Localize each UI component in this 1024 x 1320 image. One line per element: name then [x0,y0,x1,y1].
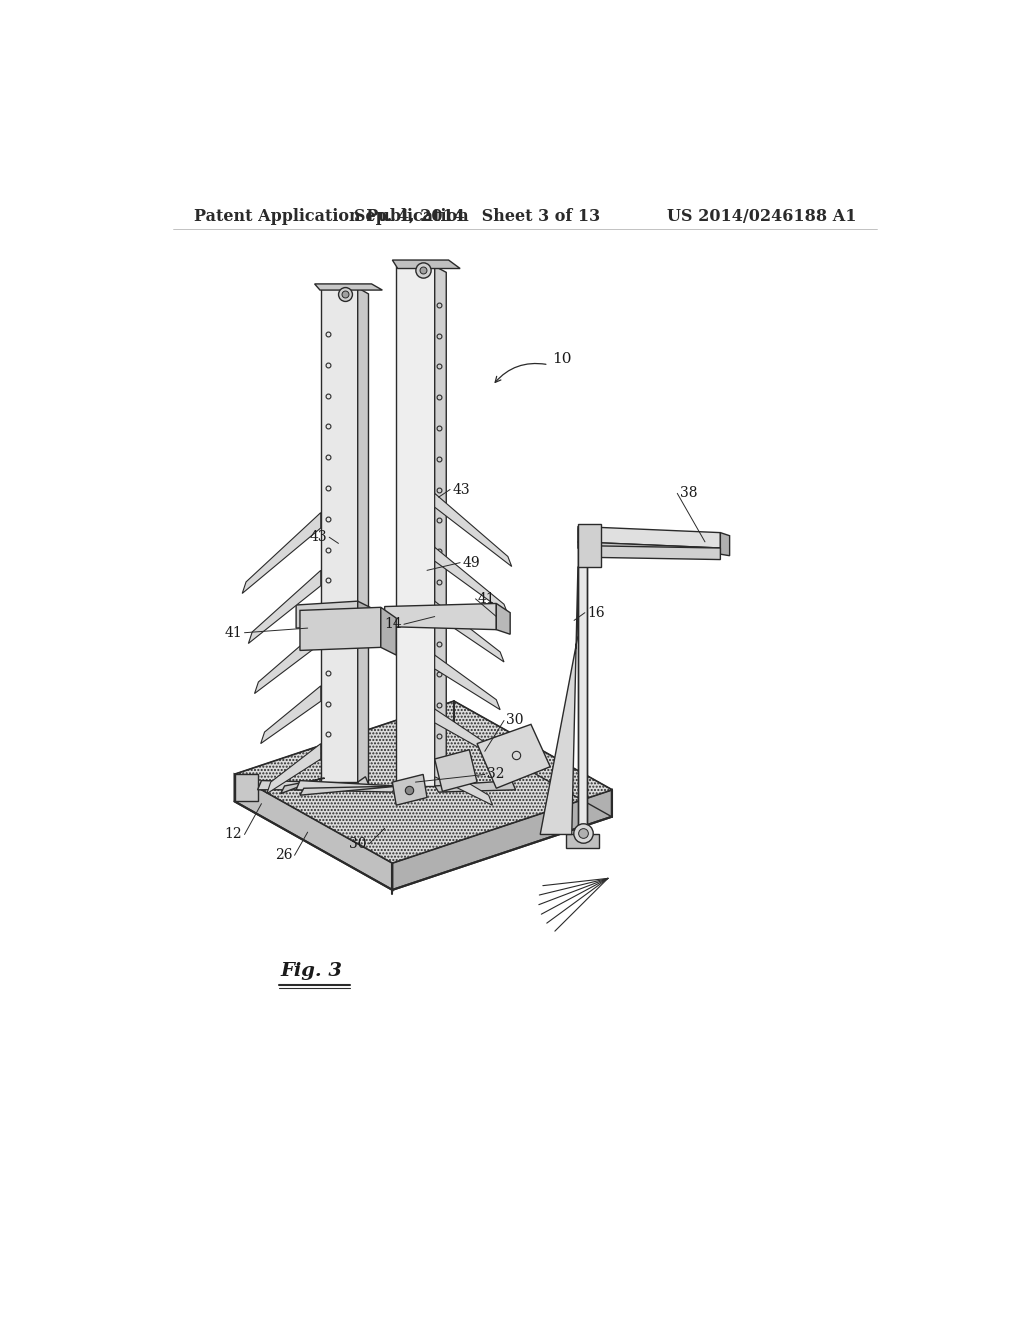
Polygon shape [435,655,500,710]
Polygon shape [300,785,403,795]
Polygon shape [578,543,720,554]
Polygon shape [435,601,504,663]
Text: 43: 43 [453,483,470,496]
Polygon shape [578,528,587,834]
Polygon shape [587,545,720,560]
Polygon shape [578,524,601,566]
Polygon shape [392,789,611,890]
Polygon shape [300,607,381,651]
Polygon shape [249,570,321,644]
Text: 12: 12 [224,828,243,841]
Polygon shape [296,601,357,628]
Polygon shape [234,775,392,890]
Text: Fig. 3: Fig. 3 [281,962,343,979]
Polygon shape [385,603,497,630]
Text: 43: 43 [309,531,327,544]
Polygon shape [435,494,512,566]
Polygon shape [281,779,325,793]
Polygon shape [435,780,515,792]
Polygon shape [258,711,578,847]
Text: 32: 32 [487,767,505,781]
Polygon shape [267,775,403,850]
Polygon shape [435,267,446,792]
Text: 30: 30 [349,837,367,850]
Text: 41: 41 [224,626,243,640]
Polygon shape [435,709,497,758]
Polygon shape [357,776,370,788]
Polygon shape [435,750,477,792]
Text: 41: 41 [478,591,496,606]
Text: 38: 38 [680,486,697,500]
Text: 30: 30 [506,714,524,727]
Polygon shape [258,780,321,789]
Text: 14: 14 [384,618,401,631]
Polygon shape [396,267,435,785]
Text: 49: 49 [463,556,480,570]
Text: 16: 16 [587,606,605,619]
Polygon shape [435,763,493,805]
Polygon shape [243,512,321,594]
Polygon shape [296,780,396,792]
Polygon shape [234,701,611,863]
Polygon shape [392,775,427,805]
Polygon shape [357,288,369,788]
Polygon shape [234,701,611,863]
Text: 10: 10 [553,351,572,366]
Text: Patent Application Publication: Patent Application Publication [194,207,468,224]
Text: 26: 26 [274,849,292,862]
Polygon shape [357,601,373,632]
Polygon shape [392,260,460,268]
Polygon shape [314,284,382,290]
Polygon shape [477,725,550,788]
Polygon shape [255,628,321,693]
Polygon shape [578,527,720,548]
Polygon shape [435,548,508,614]
Polygon shape [234,775,258,801]
Polygon shape [273,723,558,837]
Polygon shape [321,288,357,781]
Text: US 2014/0246188 A1: US 2014/0246188 A1 [668,207,857,224]
Polygon shape [720,533,730,556]
Polygon shape [381,607,396,655]
Polygon shape [267,743,321,793]
Polygon shape [497,603,510,635]
Text: Sep. 4, 2014   Sheet 3 of 13: Sep. 4, 2014 Sheet 3 of 13 [354,207,600,224]
Polygon shape [541,566,578,834]
Polygon shape [261,686,321,743]
Polygon shape [565,834,599,849]
